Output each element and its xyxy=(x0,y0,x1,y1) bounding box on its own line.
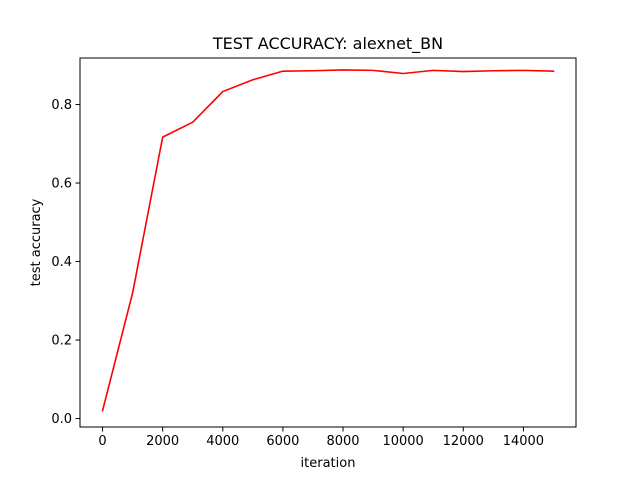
axes-frame xyxy=(79,57,577,428)
y-tick-label: 0.4 xyxy=(51,255,72,270)
y-axis-label: test accuracy xyxy=(29,198,44,286)
x-tick-label: 2000 xyxy=(146,434,179,449)
y-tick-label: 0.2 xyxy=(51,334,72,349)
x-tick-label: 4000 xyxy=(206,434,239,449)
chart-title: TEST ACCURACY: alexnet_BN xyxy=(212,34,443,54)
y-tick-label: 0.0 xyxy=(51,412,72,427)
x-tick-label: 8000 xyxy=(326,434,359,449)
x-tick-label: 6000 xyxy=(266,434,299,449)
x-tick-label: 0 xyxy=(98,434,106,449)
x-tick-label: 14000 xyxy=(503,434,544,449)
series-line-0 xyxy=(101,69,555,412)
x-tick-label: 10000 xyxy=(382,434,423,449)
x-tick-label: 12000 xyxy=(443,434,484,449)
plot-area xyxy=(101,69,555,412)
x-axis-label: iteration xyxy=(301,456,356,471)
y-tick-label: 0.6 xyxy=(51,177,72,192)
y-tick-label: 0.8 xyxy=(51,98,72,113)
